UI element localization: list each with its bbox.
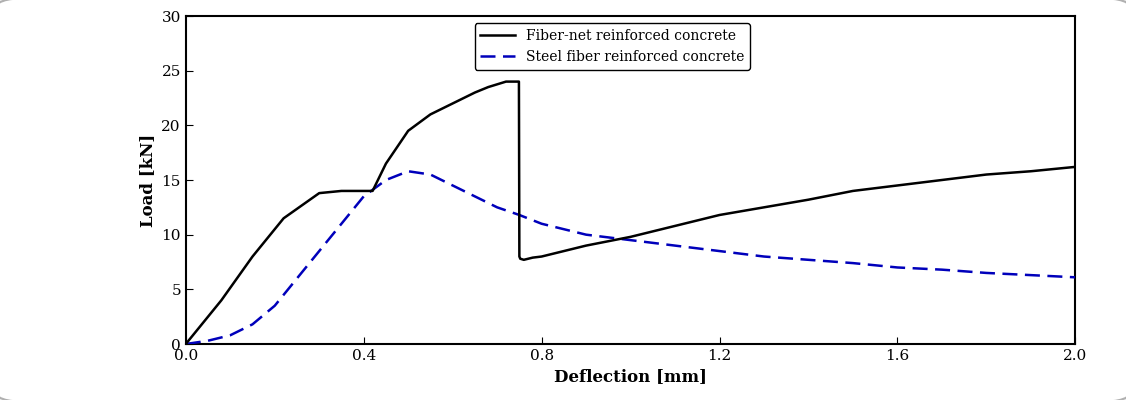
Fiber-net reinforced concrete (512, 79, 526, 84)
Steel fiber reinforced concrete (334, 221, 348, 226)
Fiber-net reinforced concrete (512, 254, 526, 259)
Steel fiber reinforced concrete (268, 303, 282, 308)
Steel fiber reinforced concrete (468, 194, 482, 199)
Fiber-net reinforced concrete (980, 172, 993, 177)
Fiber-net reinforced concrete (379, 161, 393, 166)
Fiber-net reinforced concrete (669, 224, 682, 228)
Fiber-net reinforced concrete (847, 188, 860, 193)
Fiber-net reinforced concrete (313, 191, 327, 196)
Steel fiber reinforced concrete (423, 172, 437, 177)
Fiber-net reinforced concrete (446, 101, 459, 106)
Fiber-net reinforced concrete (277, 216, 291, 221)
Fiber-net reinforced concrete (624, 234, 637, 239)
Steel fiber reinforced concrete (713, 249, 726, 254)
Fiber-net reinforced concrete (193, 325, 206, 330)
Fiber-net reinforced concrete (891, 183, 904, 188)
Fiber-net reinforced concrete (499, 79, 512, 84)
Fiber-net reinforced concrete (215, 298, 229, 303)
Steel fiber reinforced concrete (669, 243, 682, 248)
Steel fiber reinforced concrete (402, 169, 415, 174)
Fiber-net reinforced concrete (526, 255, 539, 260)
Y-axis label: Load [kN]: Load [kN] (138, 133, 155, 227)
Steel fiber reinforced concrete (980, 270, 993, 275)
Fiber-net reinforced concrete (802, 197, 815, 202)
Steel fiber reinforced concrete (936, 267, 949, 272)
Fiber-net reinforced concrete (936, 178, 949, 182)
Steel fiber reinforced concrete (357, 194, 370, 199)
Steel fiber reinforced concrete (202, 338, 215, 343)
Fiber-net reinforced concrete (179, 342, 193, 346)
Fiber-net reinforced concrete (482, 85, 495, 90)
Steel fiber reinforced concrete (847, 261, 860, 266)
Steel fiber reinforced concrete (1069, 275, 1082, 280)
Steel fiber reinforced concrete (379, 178, 393, 182)
Fiber-net reinforced concrete (758, 205, 771, 210)
Steel fiber reinforced concrete (179, 342, 193, 346)
Line: Steel fiber reinforced concrete: Steel fiber reinforced concrete (186, 171, 1075, 344)
Fiber-net reinforced concrete (535, 254, 548, 259)
Steel fiber reinforced concrete (491, 205, 504, 210)
Steel fiber reinforced concrete (557, 227, 571, 232)
Fiber-net reinforced concrete (1069, 164, 1082, 169)
Steel fiber reinforced concrete (313, 249, 327, 254)
Steel fiber reinforced concrete (802, 258, 815, 262)
Steel fiber reinforced concrete (758, 254, 771, 259)
Steel fiber reinforced concrete (1025, 273, 1038, 278)
Fiber-net reinforced concrete (334, 188, 348, 193)
Fiber-net reinforced concrete (348, 188, 361, 193)
Legend: Fiber-net reinforced concrete, Steel fiber reinforced concrete: Fiber-net reinforced concrete, Steel fib… (475, 24, 750, 70)
Steel fiber reinforced concrete (291, 276, 304, 281)
Fiber-net reinforced concrete (713, 212, 726, 217)
Fiber-net reinforced concrete (508, 79, 521, 84)
Steel fiber reinforced concrete (624, 238, 637, 242)
Steel fiber reinforced concrete (580, 232, 593, 237)
Fiber-net reinforced concrete (245, 254, 259, 259)
X-axis label: Deflection [mm]: Deflection [mm] (554, 368, 707, 386)
Fiber-net reinforced concrete (366, 188, 379, 193)
Fiber-net reinforced concrete (513, 256, 527, 261)
Steel fiber reinforced concrete (891, 265, 904, 270)
Fiber-net reinforced concrete (517, 258, 530, 262)
Fiber-net reinforced concrete (521, 256, 535, 261)
Fiber-net reinforced concrete (423, 112, 437, 117)
Fiber-net reinforced concrete (402, 128, 415, 133)
Steel fiber reinforced concrete (446, 183, 459, 188)
Fiber-net reinforced concrete (580, 243, 593, 248)
Steel fiber reinforced concrete (535, 221, 548, 226)
Steel fiber reinforced concrete (512, 212, 526, 217)
Fiber-net reinforced concrete (468, 90, 482, 95)
Steel fiber reinforced concrete (245, 322, 259, 327)
Line: Fiber-net reinforced concrete: Fiber-net reinforced concrete (186, 82, 1075, 344)
Fiber-net reinforced concrete (1025, 169, 1038, 174)
Fiber-net reinforced concrete (557, 249, 571, 254)
Steel fiber reinforced concrete (224, 333, 238, 338)
